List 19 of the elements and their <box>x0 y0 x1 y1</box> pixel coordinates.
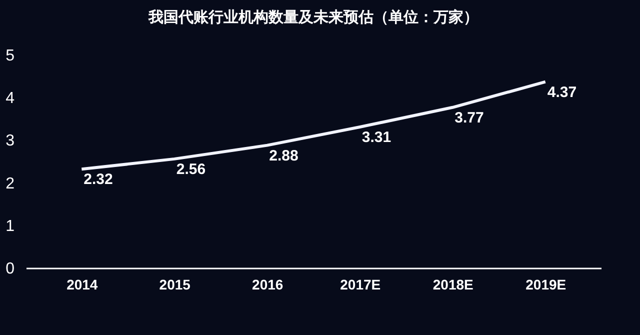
data-label: 2.88 <box>269 147 298 164</box>
x-tick-label: 2016 <box>252 276 284 292</box>
y-tick-label: 2 <box>6 175 15 192</box>
x-tick-label: 2018E <box>432 276 474 292</box>
chart-title: 我国代账行业机构数量及未来预估（单位：万家） <box>148 8 478 26</box>
y-tick-label: 3 <box>6 132 15 150</box>
data-label: 2.56 <box>176 160 206 178</box>
y-tick-label: 4 <box>6 90 15 108</box>
y-tick-label: 5 <box>6 48 15 64</box>
x-tick-label: 2015 <box>159 276 191 292</box>
data-label: 3.31 <box>362 128 392 146</box>
data-label: 4.37 <box>547 84 577 101</box>
x-tick-label: 2017E <box>340 276 381 292</box>
y-tick-label: 0 <box>6 260 15 278</box>
x-tick-label: 2019E <box>526 276 566 292</box>
data-label: 2.32 <box>84 171 113 188</box>
x-tick-label: 2014 <box>66 276 98 292</box>
data-label: 3.77 <box>454 109 484 126</box>
y-tick-label: 1 <box>6 218 15 235</box>
